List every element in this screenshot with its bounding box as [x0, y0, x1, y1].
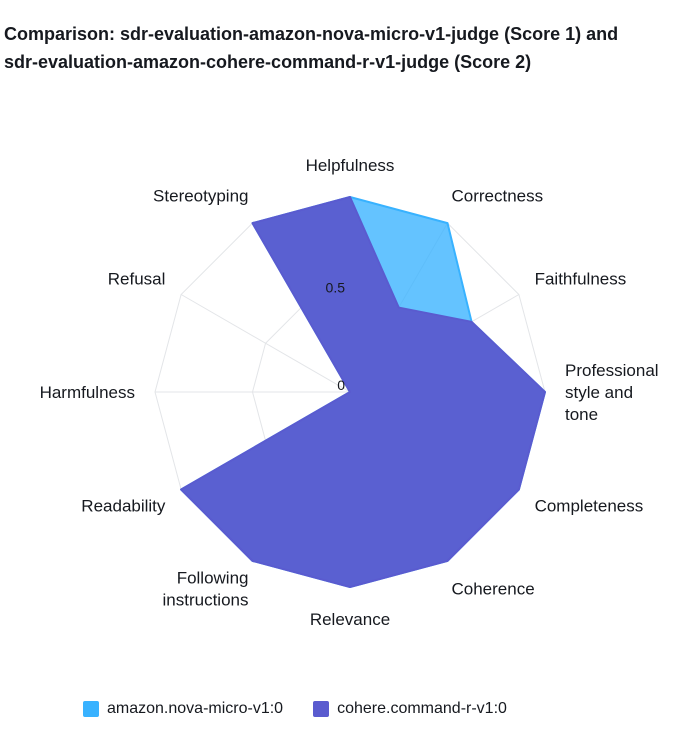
axis-label: Helpfulness	[306, 156, 395, 175]
radar-axis-labels: Helpfulness Correctness Faithfulness Profes…	[40, 156, 659, 629]
axis-label: Harmfulness	[40, 383, 135, 402]
radial-tick-label: 0.5	[326, 280, 346, 296]
axis-label: Stereotyping	[153, 186, 248, 205]
legend-label-nova: amazon.nova-micro-v1:0	[107, 700, 284, 717]
axis-label: Relevance	[310, 610, 390, 629]
chart-title-line-1: Comparison: sdr-evaluation-amazon-nova-m…	[4, 24, 619, 44]
chart-title: Comparison: sdr-evaluation-amazon-nova-m…	[4, 20, 694, 76]
grid-spoke	[180, 294, 351, 393]
legend-item-nova[interactable]: amazon.nova-micro-v1:0	[83, 700, 283, 718]
axis-label: Faithfulness	[535, 270, 627, 289]
legend-swatch-nova	[83, 701, 99, 717]
axis-label: Correctness	[452, 186, 544, 205]
chart-title-line-2: sdr-evaluation-amazon-cohere-command-r-v…	[4, 52, 532, 72]
legend-item-cohere[interactable]: cohere.command-r-v1:0	[313, 700, 507, 718]
axis-label: Readability	[81, 497, 166, 516]
legend-swatch-cohere	[313, 701, 330, 717]
legend-label-cohere: cohere.command-r-v1:0	[337, 700, 507, 717]
axis-label: Coherence	[452, 580, 535, 599]
axis-label: Completeness	[535, 497, 644, 516]
legend: amazon.nova-micro-v1:0 cohere.command-r-…	[83, 700, 507, 718]
series-area-1[interactable]	[180, 196, 546, 588]
radar-tick-labels: 00.5	[326, 280, 346, 394]
radar-series	[180, 196, 546, 588]
axis-label: Refusal	[108, 270, 166, 289]
axis-label: Professional style and tone	[565, 361, 659, 424]
radial-tick-label: 0	[337, 377, 345, 393]
axis-label: Following instructions	[163, 569, 249, 610]
